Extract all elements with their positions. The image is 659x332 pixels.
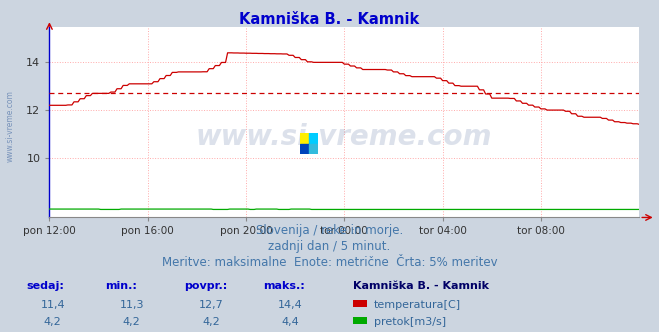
Bar [309,133,318,143]
Text: povpr.:: povpr.: [185,281,228,290]
Text: 4,2: 4,2 [202,317,219,327]
Text: maks.:: maks.: [264,281,305,290]
Text: sedaj:: sedaj: [26,281,64,290]
Text: zadnji dan / 5 minut.: zadnji dan / 5 minut. [268,240,391,253]
Text: 14,4: 14,4 [277,300,302,310]
Text: 4,2: 4,2 [44,317,61,327]
Text: www.si-vreme.com: www.si-vreme.com [5,90,14,162]
Text: temperatura[C]: temperatura[C] [374,300,461,310]
Text: 11,4: 11,4 [40,300,65,310]
Bar [300,133,309,143]
Bar [300,143,309,154]
Text: 4,2: 4,2 [123,317,140,327]
Bar [309,143,318,154]
Text: 12,7: 12,7 [198,300,223,310]
Text: 4,4: 4,4 [281,317,299,327]
Text: www.si-vreme.com: www.si-vreme.com [196,123,492,151]
Text: min.:: min.: [105,281,137,290]
Text: 11,3: 11,3 [119,300,144,310]
Text: Kamniška B. - Kamnik: Kamniška B. - Kamnik [353,281,488,290]
Text: Kamniška B. - Kamnik: Kamniška B. - Kamnik [239,12,420,27]
Text: Meritve: maksimalne  Enote: metrične  Črta: 5% meritev: Meritve: maksimalne Enote: metrične Črta… [161,256,498,269]
Text: pretok[m3/s]: pretok[m3/s] [374,317,445,327]
Text: Slovenija / reke in morje.: Slovenija / reke in morje. [256,224,403,237]
